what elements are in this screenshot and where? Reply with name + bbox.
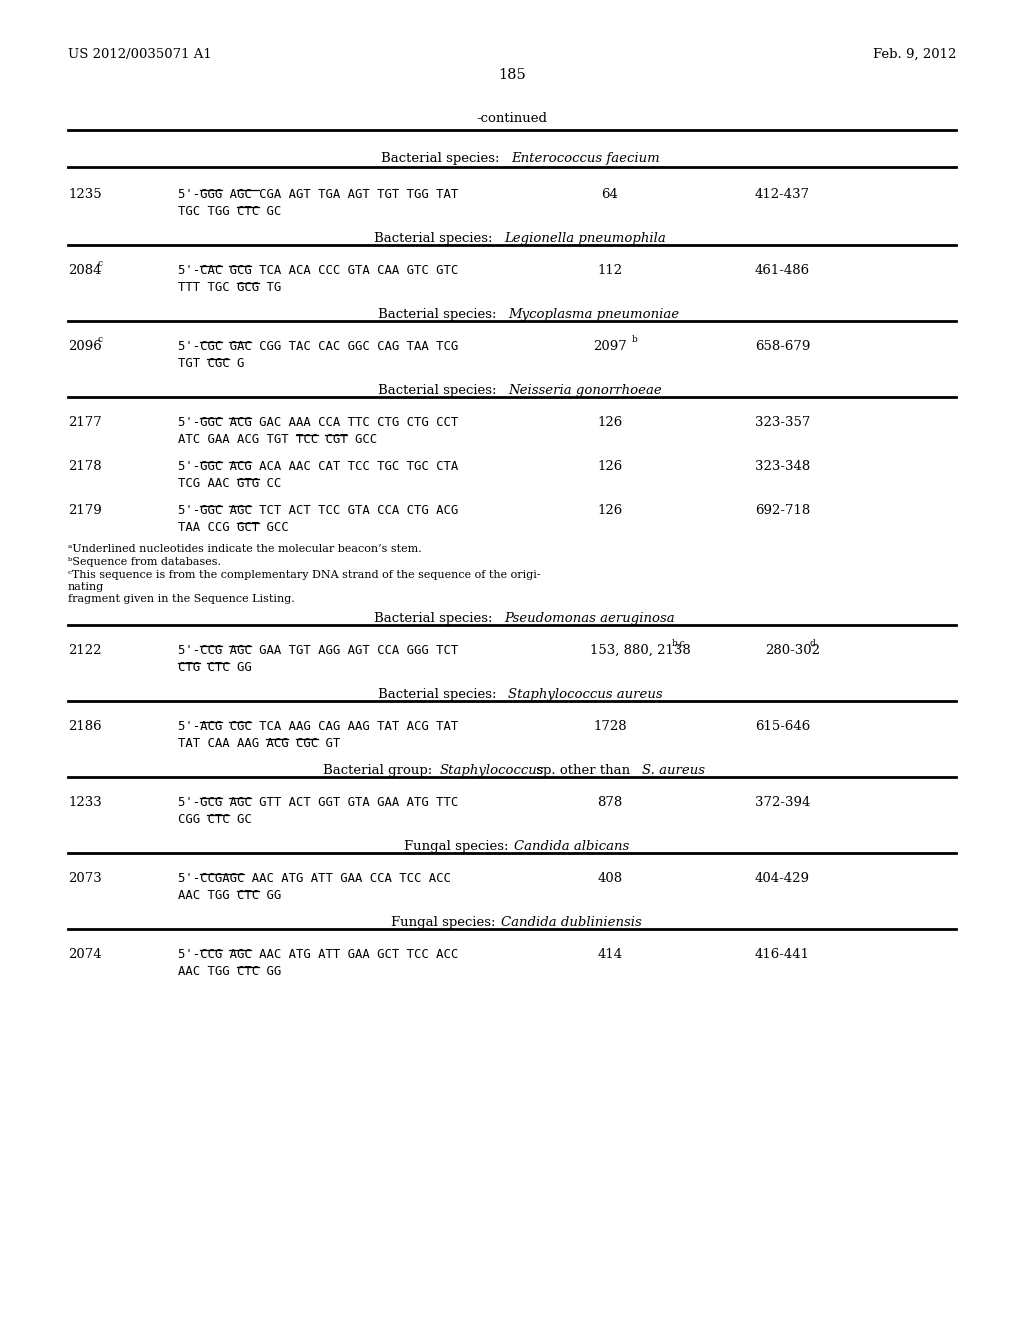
Text: 153, 880, 2138: 153, 880, 2138 [590, 644, 691, 657]
Text: 1233: 1233 [68, 796, 101, 809]
Text: 2179: 2179 [68, 504, 101, 517]
Text: Bacterial species:: Bacterial species: [381, 152, 504, 165]
Text: 5'-CAC GCG TCA ACA CCC GTA CAA GTC GTC: 5'-CAC GCG TCA ACA CCC GTA CAA GTC GTC [178, 264, 459, 277]
Text: 126: 126 [597, 504, 623, 517]
Text: 615-646: 615-646 [755, 719, 810, 733]
Text: 658-679: 658-679 [755, 341, 810, 352]
Text: Pseudomonas aeruginosa: Pseudomonas aeruginosa [505, 612, 675, 624]
Text: ᵇSequence from databases.: ᵇSequence from databases. [68, 557, 221, 568]
Text: 280-302: 280-302 [765, 644, 820, 657]
Text: 5'-GGC ACG ACA AAC CAT TCC TGC TGC CTA: 5'-GGC ACG ACA AAC CAT TCC TGC TGC CTA [178, 459, 459, 473]
Text: TAT CAA AAG ACG CGC GT: TAT CAA AAG ACG CGC GT [178, 737, 340, 750]
Text: 692-718: 692-718 [755, 504, 810, 517]
Text: b,c: b,c [672, 639, 686, 648]
Text: 2074: 2074 [68, 948, 101, 961]
Text: 1728: 1728 [593, 719, 627, 733]
Text: Feb. 9, 2012: Feb. 9, 2012 [872, 48, 956, 61]
Text: TCG AAC GTG CC: TCG AAC GTG CC [178, 477, 282, 490]
Text: 412-437: 412-437 [755, 187, 810, 201]
Text: b: b [632, 335, 638, 345]
Text: TGT CGC G: TGT CGC G [178, 356, 245, 370]
Text: fragment given in the Sequence Listing.: fragment given in the Sequence Listing. [68, 594, 295, 605]
Text: 5'-CCG AGC GAA TGT AGG AGT CCA GGG TCT: 5'-CCG AGC GAA TGT AGG AGT CCA GGG TCT [178, 644, 459, 657]
Text: ATC GAA ACG TGT TCC CGT GCC: ATC GAA ACG TGT TCC CGT GCC [178, 433, 377, 446]
Text: 64: 64 [601, 187, 618, 201]
Text: TTT TGC GCG TG: TTT TGC GCG TG [178, 281, 282, 294]
Text: 5'-GGG AGC CGA AGT TGA AGT TGT TGG TAT: 5'-GGG AGC CGA AGT TGA AGT TGT TGG TAT [178, 187, 459, 201]
Text: 2097: 2097 [593, 341, 627, 352]
Text: CGG CTC GC: CGG CTC GC [178, 813, 252, 826]
Text: d: d [809, 639, 815, 648]
Text: 414: 414 [597, 948, 623, 961]
Text: Bacterial species:: Bacterial species: [378, 384, 501, 397]
Text: c: c [98, 259, 103, 268]
Text: 2096: 2096 [68, 341, 101, 352]
Text: 5'-GGC AGC TCT ACT TCC GTA CCA CTG ACG: 5'-GGC AGC TCT ACT TCC GTA CCA CTG ACG [178, 504, 459, 517]
Text: Bacterial species:: Bacterial species: [374, 232, 497, 246]
Text: 323-348: 323-348 [755, 459, 810, 473]
Text: 404-429: 404-429 [755, 873, 810, 884]
Text: Neisseria gonorrhoeae: Neisseria gonorrhoeae [508, 384, 662, 397]
Text: 112: 112 [597, 264, 623, 277]
Text: 461-486: 461-486 [755, 264, 810, 277]
Text: CTG CTC GG: CTG CTC GG [178, 661, 252, 675]
Text: Fungal species:: Fungal species: [404, 840, 513, 853]
Text: 323-357: 323-357 [755, 416, 810, 429]
Text: 372-394: 372-394 [755, 796, 810, 809]
Text: 5'-CCGAGC AAC ATG ATT GAA CCA TCC ACC: 5'-CCGAGC AAC ATG ATT GAA CCA TCC ACC [178, 873, 451, 884]
Text: ᶜThis sequence is from the complementary DNA strand of the sequence of the origi: ᶜThis sequence is from the complementary… [68, 570, 541, 579]
Text: AAC TGG CTC GG: AAC TGG CTC GG [178, 965, 282, 978]
Text: Bacterial species:: Bacterial species: [374, 612, 497, 624]
Text: US 2012/0035071 A1: US 2012/0035071 A1 [68, 48, 212, 61]
Text: TAA CCG GCT GCC: TAA CCG GCT GCC [178, 521, 289, 535]
Text: Legionella pneumophila: Legionella pneumophila [505, 232, 667, 246]
Text: TGC TGG CTC GC: TGC TGG CTC GC [178, 205, 282, 218]
Text: c: c [98, 335, 103, 345]
Text: 5'-ACG CGC TCA AAG CAG AAG TAT ACG TAT: 5'-ACG CGC TCA AAG CAG AAG TAT ACG TAT [178, 719, 459, 733]
Text: 2073: 2073 [68, 873, 101, 884]
Text: Bacterial group:: Bacterial group: [323, 764, 436, 777]
Text: 1235: 1235 [68, 187, 101, 201]
Text: Fungal species:: Fungal species: [391, 916, 500, 929]
Text: Bacterial species:: Bacterial species: [378, 688, 501, 701]
Text: 5'-GGC ACG GAC AAA CCA TTC CTG CTG CCT: 5'-GGC ACG GAC AAA CCA TTC CTG CTG CCT [178, 416, 459, 429]
Text: Enterococcus faecium: Enterococcus faecium [511, 152, 659, 165]
Text: 126: 126 [597, 459, 623, 473]
Text: 2186: 2186 [68, 719, 101, 733]
Text: Mycoplasma pneumoniae: Mycoplasma pneumoniae [508, 308, 679, 321]
Text: Candida dubliniensis: Candida dubliniensis [501, 916, 642, 929]
Text: 2084: 2084 [68, 264, 101, 277]
Text: 5'-GCG AGC GTT ACT GGT GTA GAA ATG TTC: 5'-GCG AGC GTT ACT GGT GTA GAA ATG TTC [178, 796, 459, 809]
Text: 2178: 2178 [68, 459, 101, 473]
Text: nating: nating [68, 582, 104, 591]
Text: Staphylococcus: Staphylococcus [439, 764, 544, 777]
Text: 416-441: 416-441 [755, 948, 810, 961]
Text: ᵃUnderlined nucleotides indicate the molecular beacon’s stem.: ᵃUnderlined nucleotides indicate the mol… [68, 544, 422, 554]
Text: 878: 878 [597, 796, 623, 809]
Text: -continued: -continued [476, 112, 548, 125]
Text: sp. other than: sp. other than [531, 764, 634, 777]
Text: 126: 126 [597, 416, 623, 429]
Text: S. aureus: S. aureus [642, 764, 705, 777]
Text: Candida albicans: Candida albicans [514, 840, 630, 853]
Text: 2177: 2177 [68, 416, 101, 429]
Text: 2122: 2122 [68, 644, 101, 657]
Text: 185: 185 [498, 69, 526, 82]
Text: 408: 408 [597, 873, 623, 884]
Text: Staphylococcus aureus: Staphylococcus aureus [508, 688, 663, 701]
Text: Bacterial species:: Bacterial species: [378, 308, 501, 321]
Text: AAC TGG CTC GG: AAC TGG CTC GG [178, 888, 282, 902]
Text: 5'-CCG AGC AAC ATG ATT GAA GCT TCC ACC: 5'-CCG AGC AAC ATG ATT GAA GCT TCC ACC [178, 948, 459, 961]
Text: 5'-CGC GAC CGG TAC CAC GGC CAG TAA TCG: 5'-CGC GAC CGG TAC CAC GGC CAG TAA TCG [178, 341, 459, 352]
